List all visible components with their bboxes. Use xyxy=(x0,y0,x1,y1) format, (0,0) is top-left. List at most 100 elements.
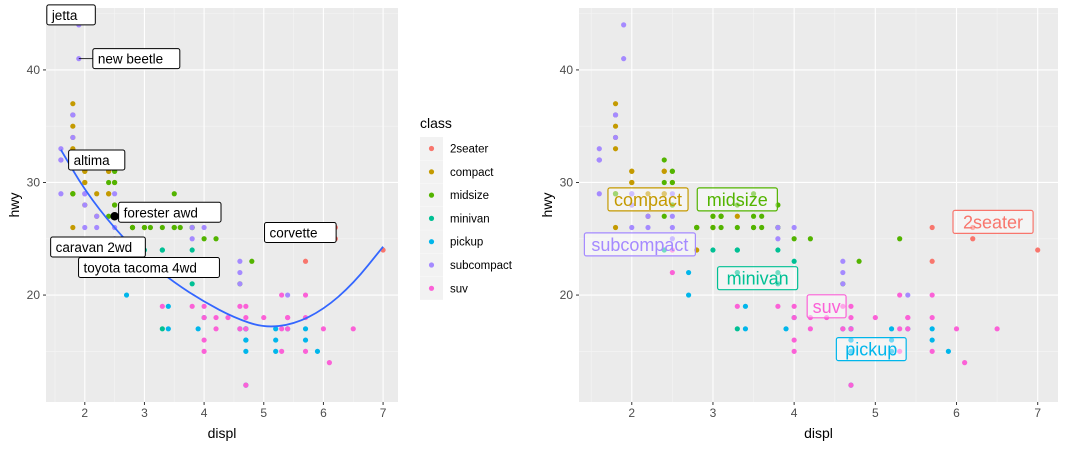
point-subcompact xyxy=(596,157,602,163)
annotation-label: caravan 2wd xyxy=(56,240,133,255)
y-tick-label: 40 xyxy=(560,63,574,77)
class-label-box xyxy=(835,336,907,362)
annotation-jetta: jetta xyxy=(46,4,96,26)
point-suv xyxy=(848,382,854,388)
point-suv xyxy=(279,348,285,354)
x-tick-label: 5 xyxy=(260,406,267,420)
point-midsize xyxy=(661,213,667,219)
point-subcompact xyxy=(629,202,635,208)
point-midsize xyxy=(710,224,716,231)
point-compact xyxy=(629,179,635,186)
point-suv xyxy=(201,348,207,354)
point-subcompact xyxy=(840,269,846,276)
point-suv xyxy=(201,303,207,309)
point-suv xyxy=(734,303,740,309)
point-midsize xyxy=(710,213,716,219)
point-midsize xyxy=(661,179,667,186)
class-label-minivan: minivan xyxy=(716,266,799,291)
point-minivan xyxy=(734,326,740,332)
point-subcompact xyxy=(82,202,88,208)
point-suv xyxy=(905,326,911,332)
point-compact xyxy=(661,168,667,174)
point-midsize xyxy=(856,258,862,264)
point-midsize xyxy=(106,213,112,219)
plot-background xyxy=(46,8,398,402)
point-minivan xyxy=(734,269,740,276)
legend-label: subcompact xyxy=(450,260,513,272)
legend-item-suv: suv xyxy=(420,276,468,300)
x-tick-label: 3 xyxy=(141,406,148,420)
class-label-text: minivan xyxy=(727,269,789,289)
point-2seater xyxy=(970,236,976,242)
point-suv xyxy=(201,314,207,321)
point-suv xyxy=(929,314,935,321)
point-suv xyxy=(775,303,781,309)
point-subcompact xyxy=(791,224,797,231)
y-axis-title: hwy xyxy=(6,193,22,218)
plot-background xyxy=(579,8,1058,402)
point-pickup xyxy=(195,326,201,332)
legend-swatch xyxy=(428,285,435,291)
point-minivan xyxy=(661,247,667,253)
legend-swatch xyxy=(428,169,435,175)
point-suv xyxy=(279,326,285,332)
point-minivan xyxy=(189,247,195,253)
point-midsize xyxy=(669,179,675,186)
class-label-text: pickup xyxy=(845,340,897,360)
point-subcompact xyxy=(70,134,76,141)
point-minivan xyxy=(189,281,195,287)
class-label-text: midsize xyxy=(707,190,768,210)
point-midsize xyxy=(669,202,675,208)
class-label-text: suv xyxy=(813,297,841,317)
point-suv xyxy=(261,314,267,321)
annotation-label: toyota tacoma 4wd xyxy=(84,261,197,276)
point-suv xyxy=(243,326,249,332)
point-suv xyxy=(279,292,285,298)
annotation-label: jetta xyxy=(51,8,78,23)
point-pickup xyxy=(929,337,935,343)
x-tick-label: 4 xyxy=(791,406,798,420)
point-suv xyxy=(237,303,243,309)
point-suv xyxy=(929,348,935,354)
class-label-box xyxy=(583,232,696,257)
x-tick-label: 6 xyxy=(953,406,960,420)
smooth-trend-line xyxy=(60,149,384,328)
point-suv xyxy=(791,314,797,321)
point-midsize xyxy=(141,224,148,231)
point-pickup xyxy=(165,326,171,332)
point-subcompact xyxy=(775,236,781,242)
point-midsize xyxy=(759,213,765,219)
point-subcompact xyxy=(612,112,619,118)
point-midsize xyxy=(612,191,619,197)
point-pickup xyxy=(742,303,749,309)
point-suv xyxy=(905,314,911,321)
point-subcompact xyxy=(58,191,64,197)
annotation-box xyxy=(92,48,181,70)
point-subcompact xyxy=(669,224,675,231)
point-suv xyxy=(285,314,291,321)
annotation-new-beetle: new beetle xyxy=(78,48,181,70)
point-midsize xyxy=(249,258,255,264)
point-midsize xyxy=(213,236,219,242)
point-midsize xyxy=(112,179,118,186)
point-suv xyxy=(302,348,309,354)
point-pickup xyxy=(888,326,895,332)
point-subcompact xyxy=(840,281,846,287)
legend-label: midsize xyxy=(450,190,489,202)
class-label-box xyxy=(952,209,1034,234)
x-tick-label: 4 xyxy=(201,406,208,420)
point-midsize xyxy=(147,224,154,231)
legend-item-pickup: pickup xyxy=(420,230,483,254)
point-pickup xyxy=(848,337,854,343)
point-subcompact xyxy=(621,56,627,62)
point-midsize xyxy=(129,224,136,231)
point-pickup xyxy=(888,348,895,354)
point-midsize xyxy=(70,191,76,197)
panel-left: 2 3 4 5 6 7 20 30 40 displ hwy jetta new beetle altim… xyxy=(6,4,398,441)
point-pickup xyxy=(888,337,895,343)
legend: class 2seater compact midsize minivan pickup s… xyxy=(420,115,513,300)
point-pickup xyxy=(783,326,789,332)
point-subcompact xyxy=(58,146,64,152)
legend-item-2seater: 2seater xyxy=(420,137,489,160)
x-tick-label: 2 xyxy=(81,406,88,420)
